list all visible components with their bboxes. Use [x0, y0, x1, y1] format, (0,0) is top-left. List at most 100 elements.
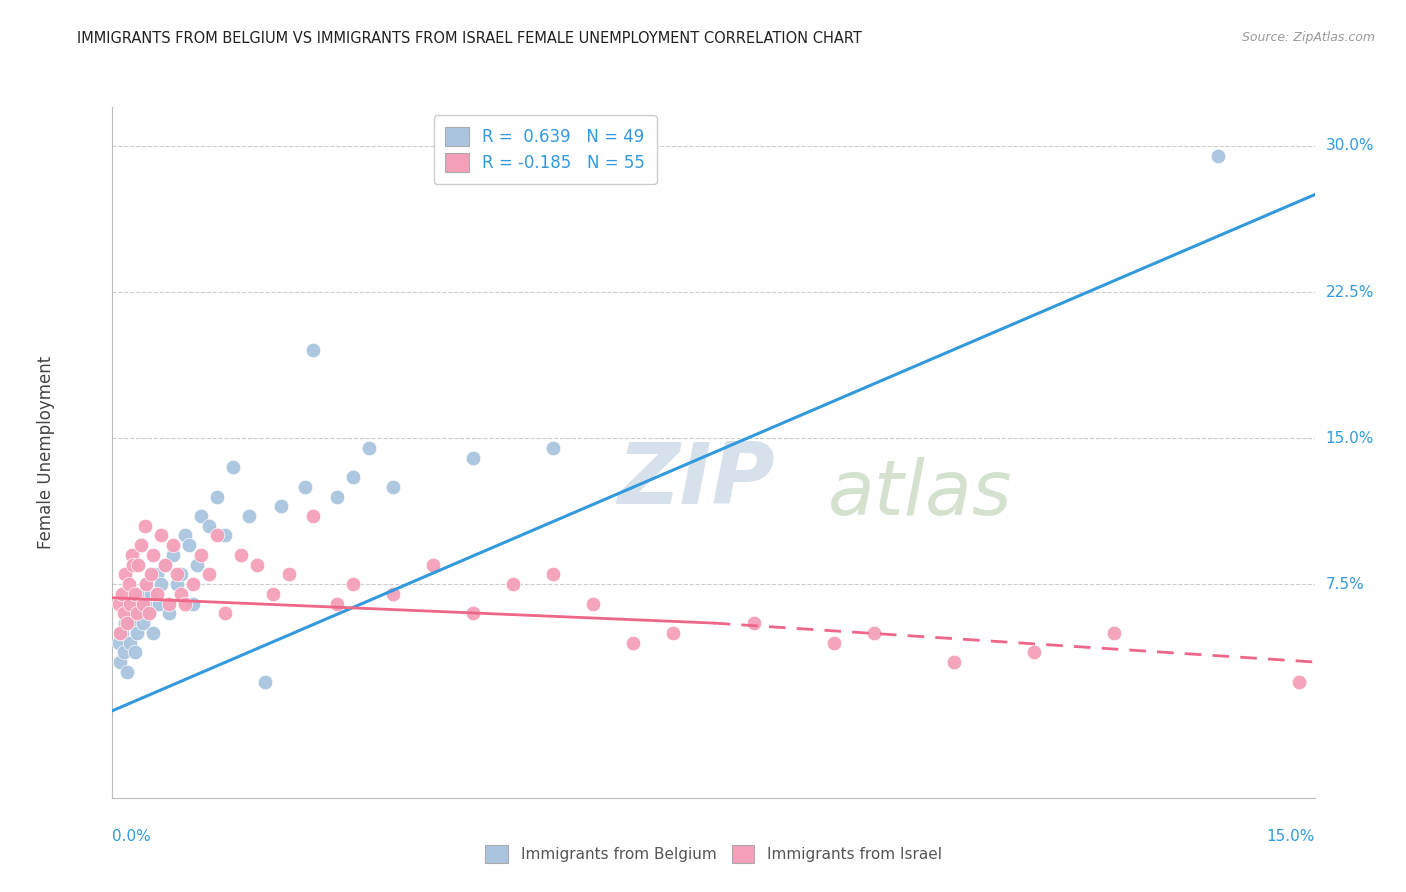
Point	[1102, 625, 1125, 640]
Point	[169, 587, 191, 601]
Point	[277, 567, 299, 582]
Text: 15.0%: 15.0%	[1267, 829, 1315, 844]
Point	[294, 480, 316, 494]
Point	[120, 635, 142, 649]
Point	[1208, 149, 1230, 163]
Point	[301, 508, 323, 523]
Text: 15.0%: 15.0%	[1326, 431, 1374, 446]
Point	[139, 587, 162, 601]
Point	[461, 450, 484, 465]
Point	[157, 597, 180, 611]
Point	[214, 528, 236, 542]
Point	[181, 577, 204, 591]
Point	[862, 625, 886, 640]
Point	[222, 460, 245, 475]
Text: 7.5%: 7.5%	[1326, 576, 1364, 591]
Point	[122, 558, 145, 572]
Point	[125, 607, 148, 621]
Point	[112, 607, 135, 621]
Point	[111, 625, 134, 640]
Point	[138, 607, 160, 621]
Point	[422, 558, 444, 572]
Point	[135, 577, 157, 591]
Point	[253, 674, 276, 689]
Point	[582, 597, 605, 611]
Point	[110, 625, 132, 640]
Point	[115, 665, 138, 679]
Point	[117, 577, 139, 591]
Point	[181, 597, 204, 611]
Point	[742, 616, 765, 631]
Point	[162, 548, 184, 562]
Text: Female Unemployment: Female Unemployment	[38, 356, 55, 549]
Point	[301, 343, 323, 358]
Point	[214, 607, 236, 621]
Point	[145, 567, 167, 582]
Point	[543, 441, 565, 455]
Point	[238, 508, 260, 523]
Point	[135, 577, 157, 591]
Point	[229, 548, 252, 562]
Point	[1288, 674, 1310, 689]
Text: 0.0%: 0.0%	[112, 829, 152, 844]
Point	[127, 558, 149, 572]
Point	[205, 490, 228, 504]
Point	[166, 567, 188, 582]
Point	[166, 577, 188, 591]
Point	[149, 528, 172, 542]
Point	[326, 490, 349, 504]
Point	[134, 597, 156, 611]
Point	[139, 567, 162, 582]
Point	[110, 655, 132, 669]
Point	[1022, 645, 1045, 659]
Point	[141, 625, 163, 640]
Point	[621, 635, 644, 649]
Point	[381, 480, 405, 494]
Legend: Immigrants from Belgium, Immigrants from Israel: Immigrants from Belgium, Immigrants from…	[478, 838, 949, 871]
Text: 22.5%: 22.5%	[1326, 285, 1374, 300]
Text: Source: ZipAtlas.com: Source: ZipAtlas.com	[1241, 31, 1375, 45]
Point	[942, 655, 965, 669]
Text: IMMIGRANTS FROM BELGIUM VS IMMIGRANTS FROM ISRAEL FEMALE UNEMPLOYMENT CORRELATIO: IMMIGRANTS FROM BELGIUM VS IMMIGRANTS FR…	[77, 31, 862, 46]
Point	[173, 597, 195, 611]
Point	[186, 558, 208, 572]
Point	[502, 577, 524, 591]
Point	[190, 508, 212, 523]
Point	[127, 607, 149, 621]
Point	[461, 607, 484, 621]
Point	[149, 577, 172, 591]
Point	[205, 528, 228, 542]
Point	[132, 616, 155, 631]
Point	[134, 518, 156, 533]
Point	[121, 616, 143, 631]
Point	[111, 587, 134, 601]
Point	[115, 616, 138, 631]
Point	[157, 607, 180, 621]
Point	[124, 645, 146, 659]
Point	[173, 528, 195, 542]
Point	[177, 538, 200, 552]
Point	[662, 625, 685, 640]
Point	[121, 548, 143, 562]
Point	[543, 567, 565, 582]
Point	[114, 567, 136, 582]
Point	[262, 587, 284, 601]
Point	[148, 597, 170, 611]
Point	[108, 635, 131, 649]
Point	[145, 587, 167, 601]
Point	[129, 538, 152, 552]
Point	[823, 635, 845, 649]
Point	[381, 587, 405, 601]
Point	[108, 597, 131, 611]
Point	[114, 616, 136, 631]
Point	[357, 441, 380, 455]
Point	[326, 597, 349, 611]
Text: ZIP: ZIP	[617, 439, 775, 522]
Point	[342, 577, 364, 591]
Point	[117, 607, 139, 621]
Point	[120, 597, 142, 611]
Text: atlas: atlas	[828, 458, 1012, 531]
Point	[125, 625, 148, 640]
Point	[132, 597, 155, 611]
Point	[124, 587, 146, 601]
